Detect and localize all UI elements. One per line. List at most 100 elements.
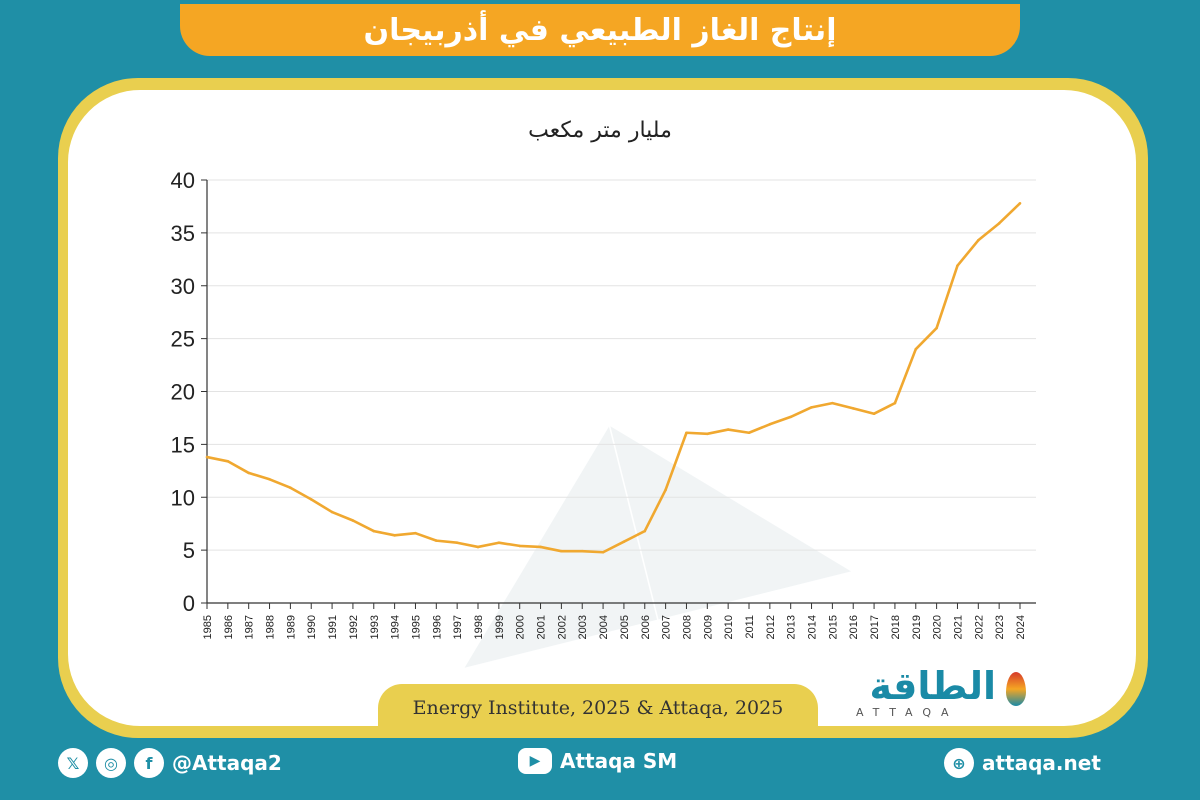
x-tick-label: 1989 (285, 615, 297, 639)
y-tick-label: 15 (171, 432, 195, 457)
data-point (601, 550, 605, 554)
youtube-icon[interactable]: ▶ (518, 748, 552, 774)
data-point (268, 477, 271, 481)
data-point (226, 459, 230, 463)
data-point (914, 347, 918, 351)
attaqa-logo: الطاقة ATTAQA (836, 664, 1026, 724)
x-tick-label: 2007 (661, 615, 673, 639)
x-tick-label: 2018 (890, 615, 902, 639)
logo-arabic: الطاقة (869, 664, 996, 708)
data-point (309, 498, 313, 501)
data-point (1018, 201, 1022, 205)
y-tick-label: 30 (171, 274, 195, 299)
data-point (393, 534, 396, 537)
data-point (476, 545, 480, 549)
x-tick-label: 2003 (577, 615, 589, 639)
x-tick-label: 1991 (327, 615, 339, 639)
data-point (893, 401, 897, 405)
data-point (872, 412, 876, 416)
drop-icon (1006, 672, 1026, 706)
data-point (935, 326, 938, 330)
y-unit-label: مليار متر مكعب (528, 118, 672, 143)
x-tick-label: 1990 (306, 615, 318, 639)
title-banner: إنتاج الغاز الطبيعي في أذربيجان (180, 4, 1020, 56)
y-tick-label: 20 (171, 380, 195, 405)
y-tick-label: 40 (171, 168, 195, 193)
x-tick-label: 2010 (723, 615, 735, 639)
footer: 𝕏 ◎ f @Attaqa2 ▶ Attaqa SM ⊕ attaqa.net (0, 740, 1200, 790)
x-tick-label: 2017 (869, 615, 881, 639)
data-point (330, 510, 334, 514)
data-point (685, 431, 688, 435)
series-line (206, 202, 1021, 554)
data-point (706, 432, 709, 436)
x-tick-label: 1998 (473, 615, 485, 639)
website-link: ⊕ attaqa.net (944, 748, 1101, 778)
facebook-icon[interactable]: f (134, 748, 164, 778)
data-point (831, 401, 834, 405)
instagram-icon[interactable]: ◎ (96, 748, 126, 778)
x-tick-label: 1988 (265, 615, 277, 639)
x-tick-label: 1992 (348, 615, 360, 639)
data-point (664, 488, 667, 492)
data-point (747, 431, 751, 435)
x-icon[interactable]: 𝕏 (58, 748, 88, 778)
x-tick-label: 2019 (911, 615, 923, 639)
data-point (518, 544, 521, 548)
data-point (789, 415, 792, 419)
data-point (810, 406, 813, 409)
x-tick-label: 2020 (932, 615, 944, 639)
data-point (956, 264, 959, 267)
social-links: 𝕏 ◎ f @Attaqa2 (58, 748, 282, 778)
data-point (768, 422, 772, 426)
data-point (455, 541, 459, 545)
source-badge: Energy Institute, 2025 & Attaqa, 2025 (378, 684, 818, 732)
youtube-link: ▶ Attaqa SM (518, 748, 677, 774)
y-tick-label: 5 (183, 538, 195, 563)
data-point (726, 428, 730, 431)
x-tick-label: 1994 (390, 615, 402, 639)
data-point (497, 541, 501, 545)
social-handle[interactable]: @Attaqa2 (172, 751, 282, 775)
y-tick-label: 25 (171, 327, 195, 352)
x-tick-label: 1997 (452, 615, 464, 639)
data-point (643, 529, 647, 533)
x-tick-label: 1985 (202, 615, 214, 639)
data-point (414, 531, 417, 535)
data-point (580, 549, 584, 553)
data-point (560, 549, 563, 553)
globe-icon[interactable]: ⊕ (944, 748, 974, 778)
x-tick-label: 2004 (598, 615, 610, 639)
x-tick-label: 1993 (369, 615, 381, 639)
x-tick-label: 2006 (640, 615, 652, 639)
website-url[interactable]: attaqa.net (982, 751, 1101, 775)
x-tick-label: 2013 (786, 615, 798, 639)
data-point (435, 539, 438, 542)
y-tick-label: 35 (171, 221, 195, 246)
data-point (205, 455, 209, 459)
youtube-handle[interactable]: Attaqa SM (560, 749, 678, 773)
x-tick-label: 2009 (702, 615, 714, 639)
x-tick-label: 2005 (619, 615, 631, 639)
x-tick-label: 2014 (807, 615, 819, 639)
data-point (977, 238, 980, 242)
x-tick-label: 1986 (223, 615, 235, 639)
x-tick-label: 2021 (952, 615, 964, 639)
y-tick-label: 10 (171, 485, 195, 510)
x-tick-label: 2023 (994, 615, 1006, 639)
x-tick-label: 1995 (410, 615, 422, 639)
data-point (622, 540, 626, 543)
source-text: Energy Institute, 2025 & Attaqa, 2025 (412, 697, 784, 719)
x-tick-label: 1999 (494, 615, 506, 639)
data-point (247, 471, 250, 475)
logo-latin: ATTAQA (856, 706, 959, 719)
x-tick-label: 2000 (515, 615, 527, 639)
data-point (289, 486, 292, 490)
data-point (539, 545, 542, 549)
x-tick-label: 2008 (681, 615, 693, 639)
x-tick-label: 2001 (536, 615, 548, 639)
data-point (351, 519, 355, 522)
data-point (997, 222, 1001, 225)
x-tick-label: 2016 (848, 615, 860, 639)
